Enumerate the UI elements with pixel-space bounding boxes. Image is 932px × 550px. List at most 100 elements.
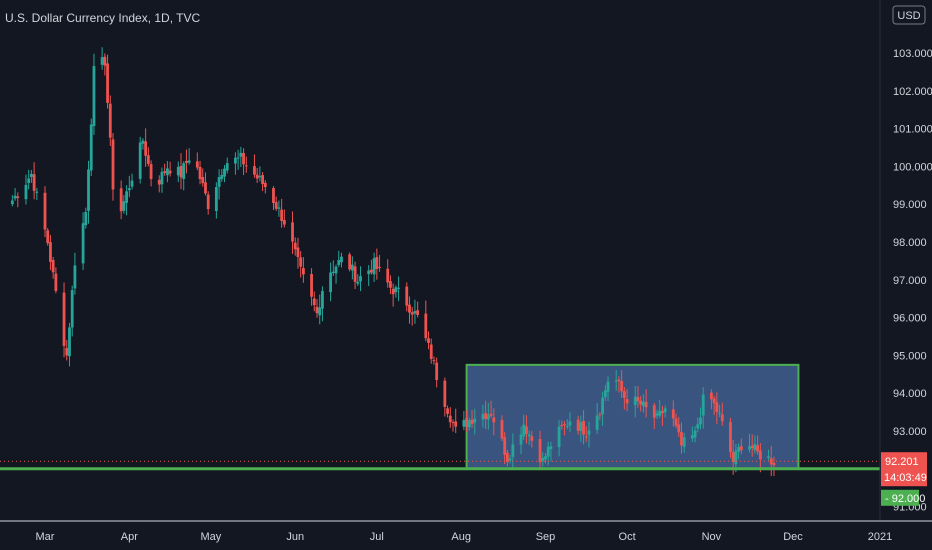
candle-body bbox=[617, 379, 621, 382]
candle bbox=[119, 180, 123, 220]
candle-body bbox=[220, 174, 224, 179]
support-price-value: - 92.000 bbox=[885, 493, 925, 505]
candle bbox=[500, 415, 504, 442]
candle-body bbox=[242, 152, 245, 165]
candle-body bbox=[718, 412, 721, 414]
candle-body bbox=[168, 170, 172, 174]
candle bbox=[277, 200, 281, 217]
candle-body bbox=[753, 444, 757, 451]
candle-body bbox=[410, 312, 414, 315]
candle bbox=[225, 157, 229, 174]
candle bbox=[258, 166, 262, 182]
candle bbox=[519, 426, 523, 455]
candle-body bbox=[734, 450, 738, 465]
candle-body bbox=[272, 188, 275, 204]
candle-body bbox=[731, 452, 735, 462]
candle-body bbox=[473, 418, 477, 423]
candle-body bbox=[43, 192, 47, 230]
candle bbox=[195, 152, 199, 171]
candle bbox=[756, 435, 760, 455]
candle-body bbox=[195, 161, 199, 168]
candle-body bbox=[122, 201, 126, 211]
candle bbox=[236, 149, 240, 170]
candle-body bbox=[119, 188, 123, 212]
candle bbox=[73, 252, 77, 295]
candle-body bbox=[693, 430, 697, 438]
candle-body bbox=[674, 418, 678, 426]
candle bbox=[331, 260, 335, 276]
candle-body bbox=[160, 171, 164, 185]
candle bbox=[579, 415, 583, 442]
candle bbox=[614, 369, 618, 391]
candle bbox=[633, 386, 637, 418]
candle-body bbox=[435, 362, 439, 380]
candle bbox=[652, 402, 656, 430]
candle bbox=[582, 410, 585, 445]
candle-body bbox=[16, 196, 20, 198]
candle-body bbox=[729, 421, 732, 453]
candle bbox=[696, 417, 700, 433]
candle bbox=[753, 435, 757, 454]
candle bbox=[81, 212, 85, 270]
candle bbox=[617, 376, 621, 393]
candle-body bbox=[274, 201, 278, 209]
candle-body bbox=[739, 446, 743, 451]
candle-body bbox=[141, 140, 145, 144]
candle-body bbox=[146, 155, 150, 164]
candle bbox=[584, 426, 588, 442]
candle bbox=[204, 172, 207, 196]
candle-body bbox=[144, 141, 148, 156]
price-tick-label: 100.000 bbox=[893, 161, 932, 173]
candle bbox=[359, 266, 362, 292]
candle bbox=[108, 95, 112, 147]
candle bbox=[443, 377, 447, 417]
candle-body bbox=[413, 311, 417, 314]
candle-body bbox=[51, 260, 55, 273]
candle-body bbox=[185, 160, 188, 164]
candle-body bbox=[767, 456, 770, 458]
candle-body bbox=[125, 191, 128, 203]
candle-body bbox=[511, 444, 515, 457]
candle bbox=[467, 417, 471, 431]
candle-body bbox=[408, 304, 411, 313]
candle bbox=[334, 264, 338, 284]
candle-body bbox=[663, 408, 667, 413]
candle-body bbox=[92, 66, 96, 127]
candle bbox=[337, 250, 341, 267]
candle-body bbox=[465, 418, 468, 428]
candle bbox=[141, 138, 145, 150]
candle-body bbox=[302, 268, 305, 275]
range-box[interactable] bbox=[465, 363, 800, 470]
candle-body bbox=[108, 103, 112, 138]
candle bbox=[644, 389, 648, 418]
candle-body bbox=[277, 207, 281, 209]
candle bbox=[255, 168, 259, 183]
candle-body bbox=[291, 222, 294, 242]
candle bbox=[522, 414, 526, 441]
price-tick-label: 101.000 bbox=[893, 124, 932, 136]
candle bbox=[693, 426, 697, 443]
currency-badge[interactable]: USD bbox=[892, 5, 926, 25]
candle bbox=[511, 433, 515, 468]
time-tick-label: Aug bbox=[451, 531, 471, 543]
time-axis[interactable]: Mar Apr May Jun Jul Aug Sep Oct Nov Dec 2021 bbox=[36, 531, 893, 543]
candle-body bbox=[652, 405, 656, 418]
candle-body bbox=[563, 424, 566, 426]
candle bbox=[127, 175, 131, 198]
candle bbox=[293, 237, 297, 256]
candle bbox=[603, 385, 607, 401]
candle bbox=[772, 456, 776, 477]
candle-body bbox=[321, 290, 324, 309]
candle bbox=[568, 412, 572, 433]
candle-body bbox=[538, 438, 542, 463]
price-tick-label: 98.000 bbox=[893, 237, 927, 249]
candle-body bbox=[696, 424, 700, 429]
candle-body bbox=[699, 417, 702, 425]
support-price-label: - 92.000 bbox=[881, 489, 925, 506]
candle bbox=[481, 404, 485, 428]
candle bbox=[217, 169, 221, 200]
candle-body bbox=[73, 265, 77, 289]
candle bbox=[701, 387, 705, 429]
candle-body bbox=[712, 398, 716, 404]
